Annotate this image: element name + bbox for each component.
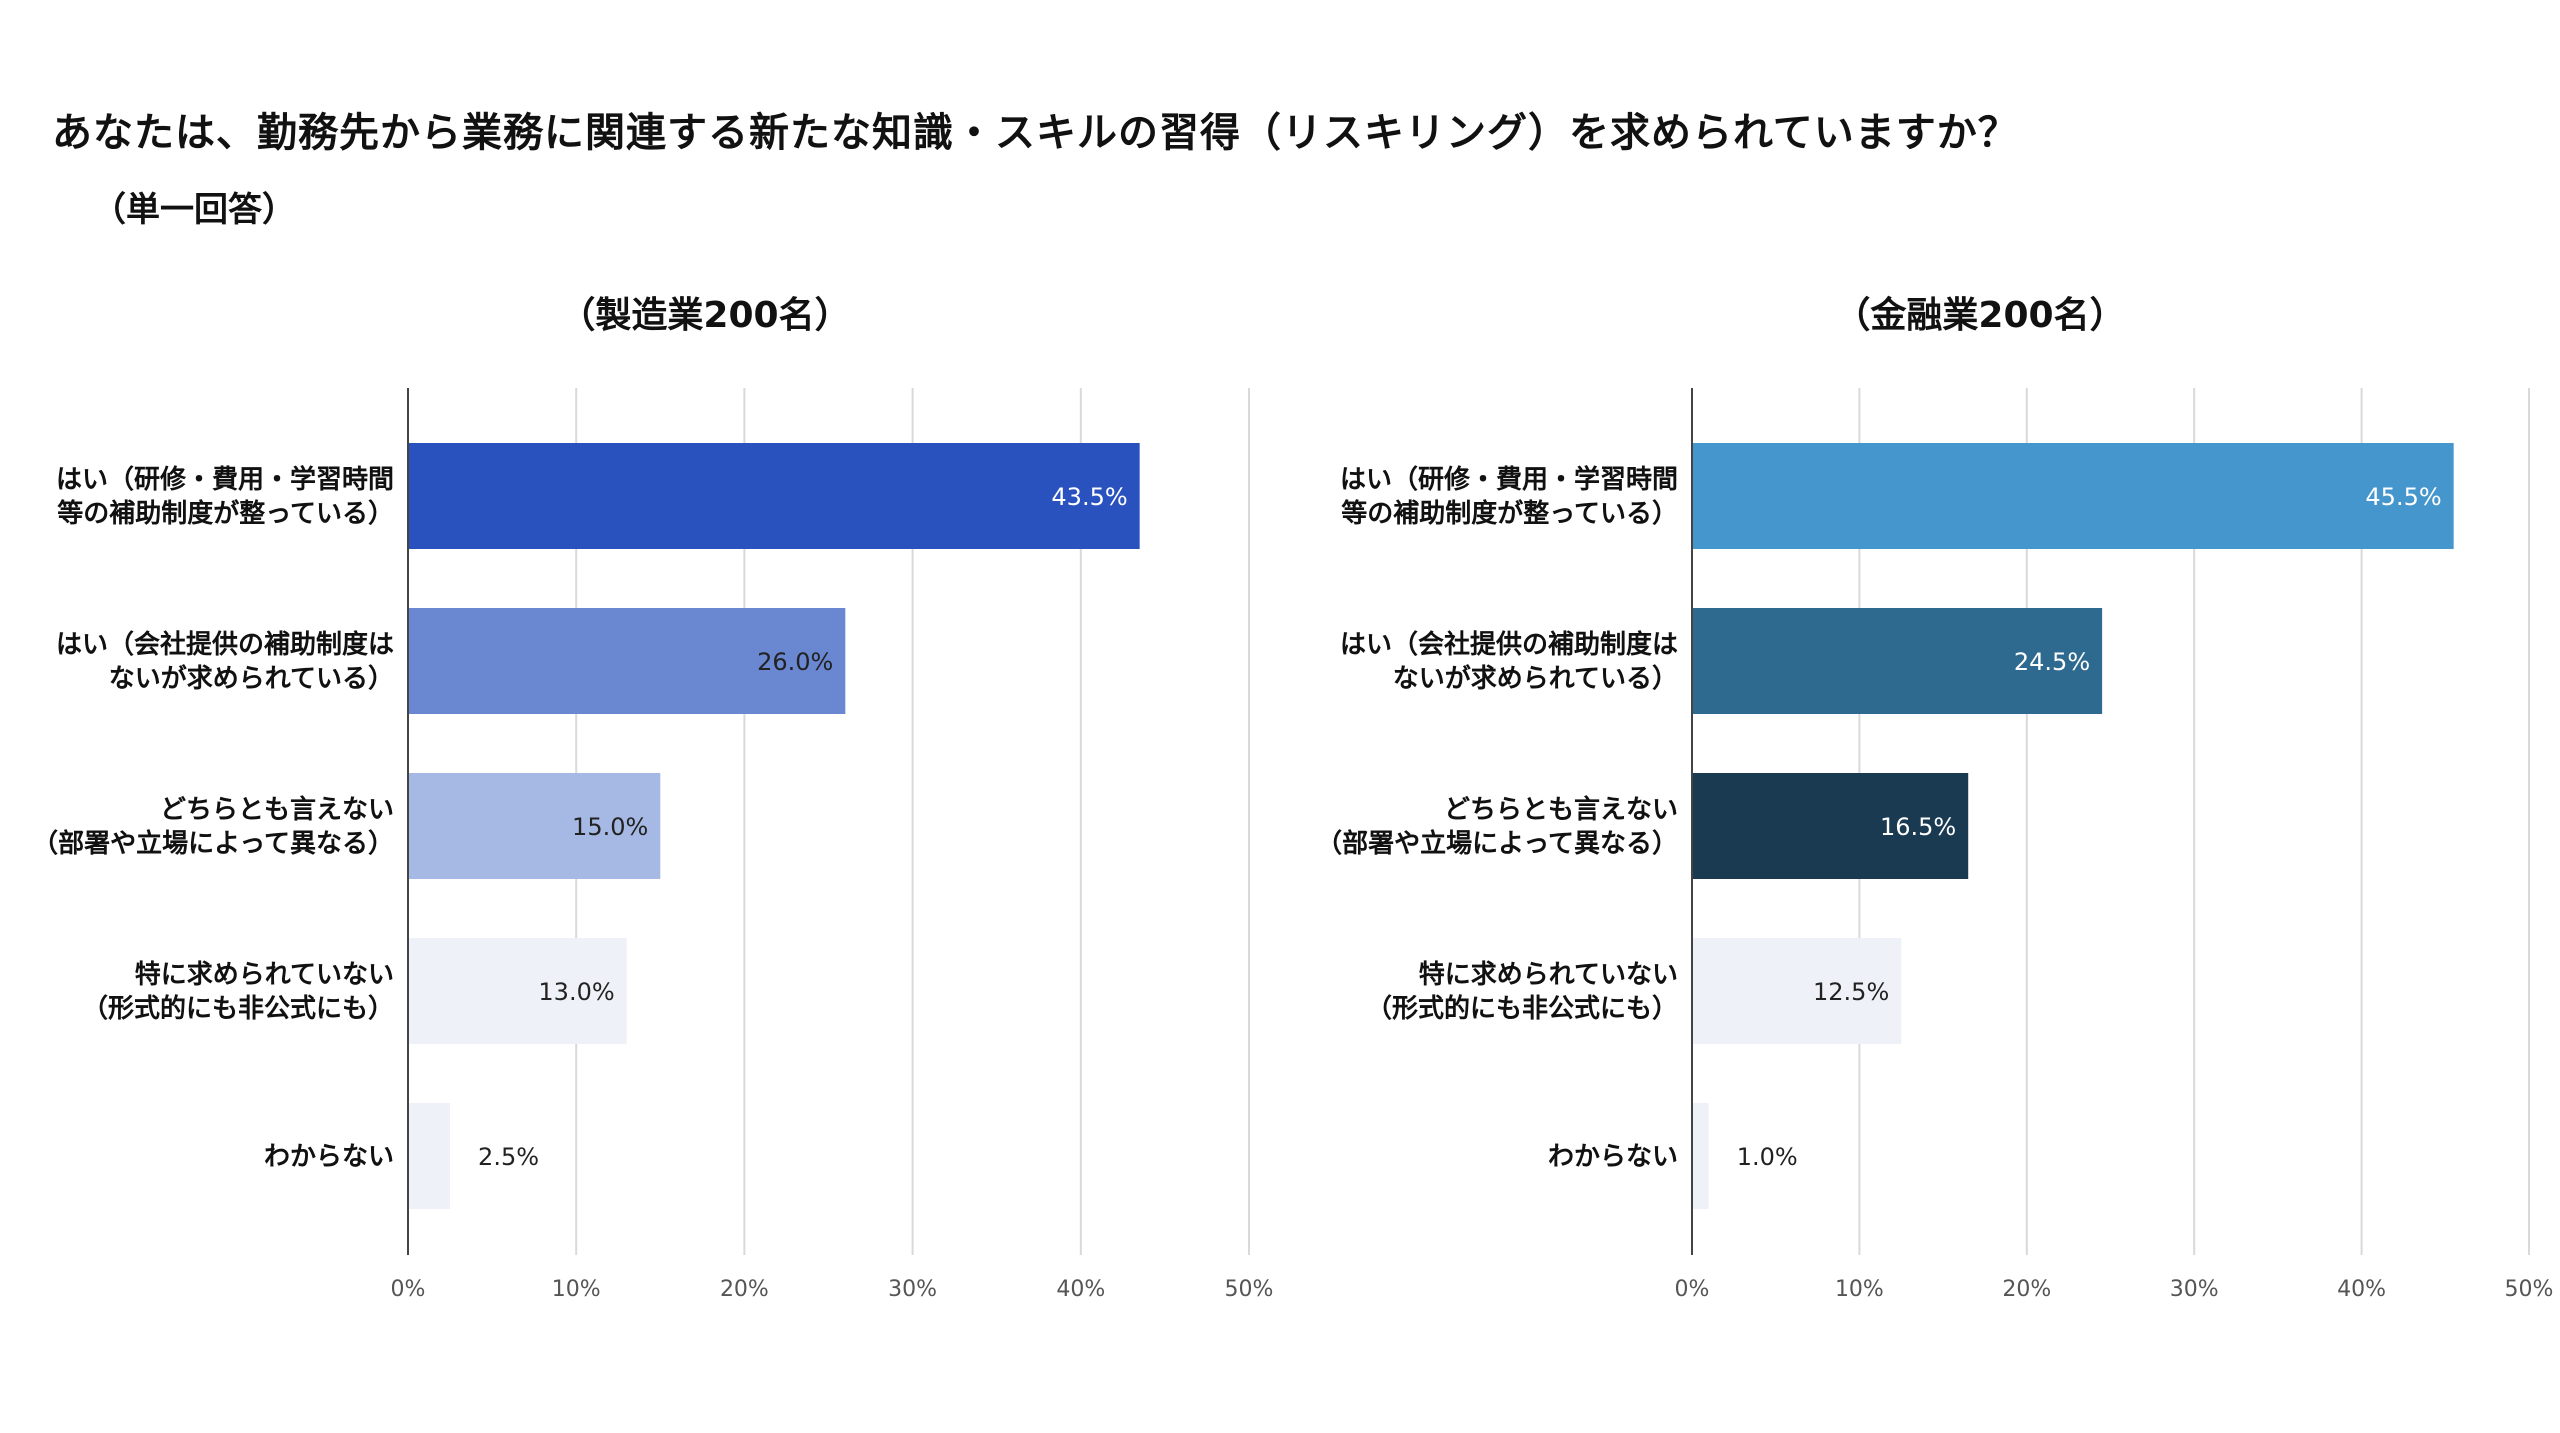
data-label: 12.5% xyxy=(1813,978,1889,1006)
x-tick-label: 10% xyxy=(552,1277,601,1302)
bar xyxy=(1692,773,1969,879)
data-label: 45.5% xyxy=(2365,483,2441,511)
category-label: 等の補助制度が整っている） xyxy=(1341,498,1678,529)
category-label: （形式的にも非公式にも） xyxy=(1366,993,1678,1024)
data-label: 13.0% xyxy=(538,978,614,1006)
bar xyxy=(1692,608,2103,714)
data-label: 16.5% xyxy=(1880,813,1956,841)
category-label: ないが求められている） xyxy=(1393,663,1678,694)
x-tick-label: 30% xyxy=(2170,1277,2219,1302)
bar xyxy=(408,938,627,1044)
category-label: はい（研修・費用・学習時間 xyxy=(1340,464,1678,495)
bar xyxy=(408,773,661,879)
chart-title-finance: （金融業200名） xyxy=(1834,295,2126,336)
category-label: 等の補助制度が整っている） xyxy=(57,498,394,529)
x-tick-label: 50% xyxy=(1225,1277,1274,1302)
x-tick-label: 50% xyxy=(2505,1277,2554,1302)
x-tick-label: 40% xyxy=(2337,1277,2386,1302)
category-label: わからない xyxy=(264,1142,394,1172)
chart-panel-manufacturing: （製造業200名） 0% 10% 20% 30% 40% 50% 43.5% はい（研修・費用… xyxy=(32,295,1274,1302)
data-label: 26.0% xyxy=(757,648,833,676)
category-label: はい（研修・費用・学習時間 xyxy=(56,464,394,495)
subtitle: （単一回答） xyxy=(92,190,296,230)
bar xyxy=(408,608,846,714)
bar xyxy=(1692,938,1902,1044)
x-tick-label: 0% xyxy=(391,1277,426,1302)
data-label: 2.5% xyxy=(478,1143,539,1171)
x-tick-label: 0% xyxy=(1675,1277,1710,1302)
bar xyxy=(1692,1103,1709,1209)
category-label: どちらとも言えない xyxy=(160,795,394,825)
bar-chart-manufacturing: 0% 10% 20% 30% 40% 50% 43.5% はい（研修・費用・学習時間等の補助制… xyxy=(32,388,1274,1302)
category-label: 特に求められていない xyxy=(1419,959,1678,990)
data-label: 15.0% xyxy=(572,813,648,841)
x-tick-label: 30% xyxy=(888,1277,937,1302)
bar-chart-finance: 0% 10% 20% 30% 40% 50% 45.5% はい（研修・費用・学習時間等の補助制… xyxy=(1316,388,2554,1302)
category-label: （形式的にも非公式にも） xyxy=(82,993,394,1024)
category-label: （部署や立場によって異なる） xyxy=(1316,828,1678,859)
main-title: あなたは、勤務先から業務に関連する新たな知識・スキルの習得（リスキリング）を求め… xyxy=(52,110,2019,156)
data-label: 24.5% xyxy=(2014,648,2090,676)
data-label: 43.5% xyxy=(1051,483,1127,511)
category-label: ないが求められている） xyxy=(109,663,394,694)
chart-panel-finance: （金融業200名） 0% 10% 20% 30% 40% 50% 45.5% はい（研修・費用… xyxy=(1280,0,2560,1433)
category-label: （部署や立場によって異なる） xyxy=(32,828,394,859)
category-label: わからない xyxy=(1548,1142,1678,1172)
data-label: 1.0% xyxy=(1737,1143,1798,1171)
bar xyxy=(408,1103,451,1209)
category-label: どちらとも言えない xyxy=(1444,795,1678,825)
category-label: はい（会社提供の補助制度は xyxy=(56,629,394,660)
x-tick-label: 10% xyxy=(1835,1277,1884,1302)
x-tick-label: 40% xyxy=(1056,1277,1105,1302)
category-label: 特に求められていない xyxy=(135,959,394,990)
x-tick-label: 20% xyxy=(720,1277,769,1302)
category-label: はい（会社提供の補助制度は xyxy=(1340,629,1678,660)
bar xyxy=(408,443,1140,549)
bar xyxy=(1692,443,2454,549)
chart-title-manufacturing: （製造業200名） xyxy=(559,295,851,336)
x-tick-label: 20% xyxy=(2002,1277,2051,1302)
